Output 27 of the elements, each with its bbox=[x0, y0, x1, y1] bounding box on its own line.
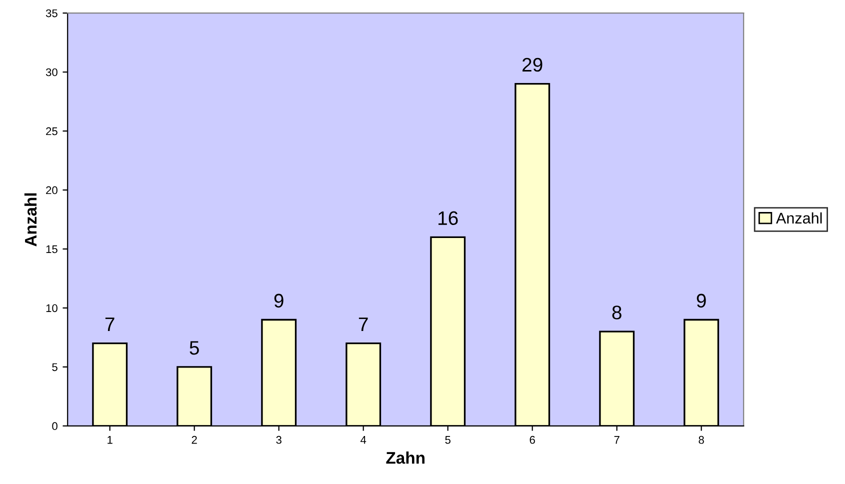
data-label: 16 bbox=[438, 211, 458, 226]
data-label: 9 bbox=[274, 294, 284, 308]
y-axis-title: Anzahl bbox=[24, 193, 37, 246]
x-tick-label: 5 bbox=[445, 436, 450, 444]
x-axis-title: Zahn bbox=[386, 452, 424, 464]
y-tick-label: 25 bbox=[46, 127, 58, 136]
x-tick-label: 2 bbox=[192, 436, 197, 444]
x-tick-label: 4 bbox=[360, 436, 366, 444]
data-label: 7 bbox=[358, 318, 368, 331]
data-label: 29 bbox=[522, 58, 542, 72]
y-tick-label: 10 bbox=[46, 304, 58, 312]
y-tick-label: 35 bbox=[46, 9, 58, 18]
data-label: 9 bbox=[696, 294, 706, 308]
data-label: 7 bbox=[105, 318, 114, 331]
legend-label: Anzahl bbox=[776, 212, 822, 224]
y-tick-label: 30 bbox=[46, 68, 58, 76]
x-tick-label: 8 bbox=[698, 436, 704, 444]
y-tick-label: 0 bbox=[52, 422, 58, 430]
y-tick-label: 5 bbox=[52, 363, 58, 372]
data-label: 8 bbox=[612, 306, 622, 320]
y-tick-label: 15 bbox=[46, 245, 58, 254]
x-tick-label: 3 bbox=[276, 436, 282, 444]
x-tick-label: 6 bbox=[530, 436, 535, 444]
data-label: 5 bbox=[190, 341, 199, 355]
x-tick-label: 7 bbox=[614, 436, 620, 444]
y-tick-label: 20 bbox=[46, 186, 58, 194]
x-tick-label: 1 bbox=[108, 436, 112, 444]
